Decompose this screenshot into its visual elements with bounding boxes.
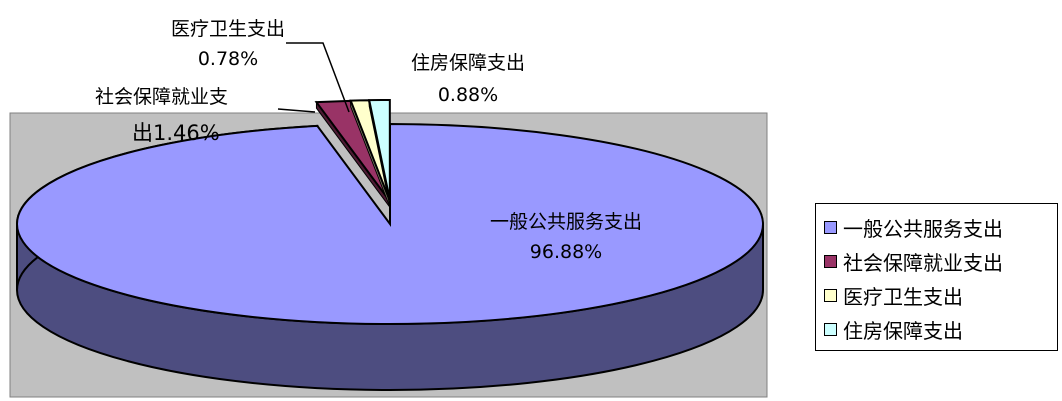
legend-label-housing: 住房保障支出 [843,318,963,343]
data-label-housing-name: 住房保障支出 [411,52,525,74]
legend: 一般公共服务支出 社会保障就业支出 医疗卫生支出 住房保障支出 [815,203,1058,351]
leader-line-social [277,108,316,113]
legend-item-social: 社会保障就业支出 [824,246,1003,276]
legend-item-health: 医疗卫生支出 [824,280,963,310]
pie-slice-general [15,122,764,391]
data-label-social-value: 出1.46% [132,121,220,145]
data-label-main-name: 一般公共服务支出 [490,211,642,233]
data-label-social-name: 社会保障就业支 [95,86,228,108]
leader-line-health [286,42,350,113]
pie-slice-housing [367,99,391,207]
data-label-health-name: 医疗卫生支出 [171,18,285,40]
pie-slice-top-general [15,122,764,325]
legend-item-housing: 住房保障支出 [824,314,963,344]
data-label-health-value: 0.78% [198,48,258,70]
legend-label-health: 医疗卫生支出 [843,284,963,309]
data-label-main-value: 96.88% [530,241,602,263]
legend-swatch-housing [824,322,837,336]
legend-label-general: 一般公共服务支出 [843,216,1003,241]
legend-swatch-social [824,254,837,268]
pie-slice-top-housing [367,99,391,201]
legend-label-social: 社会保障就业支出 [843,250,1003,275]
data-label-housing-value: 0.88% [438,84,498,106]
legend-swatch-health [824,288,837,302]
legend-item-general: 一般公共服务支出 [824,212,1003,242]
legend-swatch-general [824,220,837,234]
